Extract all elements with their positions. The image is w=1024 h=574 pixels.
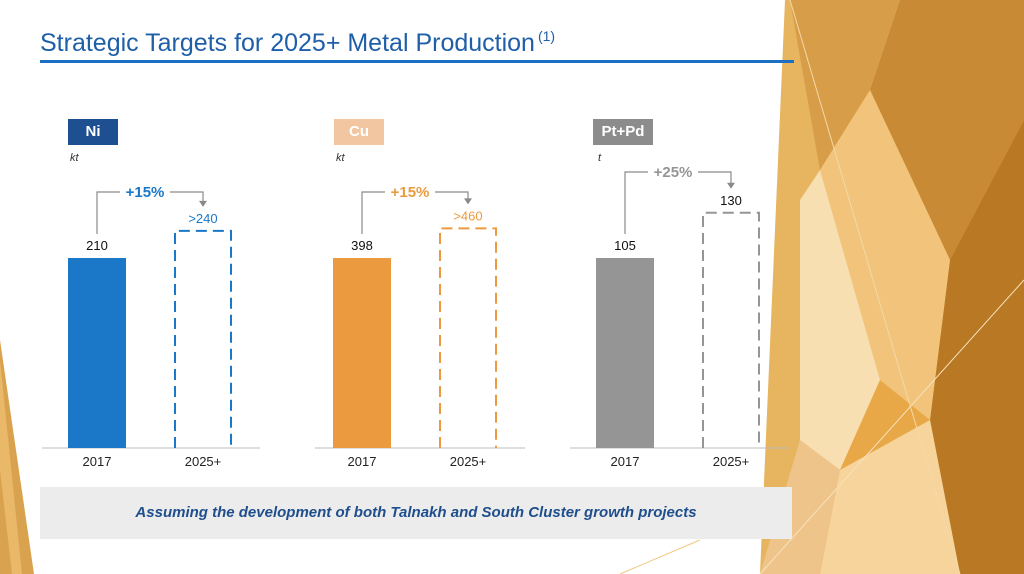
ni-value-label-2025: >240	[188, 211, 217, 226]
ni-bar-2025-target	[174, 229, 232, 448]
ni-badge: Ni	[68, 119, 118, 145]
cu-value-label-2017: 398	[351, 238, 373, 253]
cu-growth-connector-left	[361, 191, 385, 234]
cu-badge: Cu	[334, 119, 384, 145]
cu-unit: kt	[336, 152, 345, 164]
ptpd-value-label-2025: 130	[720, 193, 742, 208]
cu-bar-2025-target	[439, 227, 497, 448]
ptpd-badge: Pt+Pd	[593, 119, 653, 145]
ni-growth-connector-right	[170, 191, 204, 203]
footer-text: Assuming the development of both Talnakh…	[135, 504, 697, 521]
ni-value-label-2017: 210	[86, 238, 108, 253]
title-underline	[40, 60, 794, 63]
cu-growth-label: +15%	[391, 184, 430, 201]
page-title: Strategic Targets for 2025+ Metal Produc…	[40, 28, 555, 58]
ni-bar-2017	[68, 258, 126, 448]
ptpd-growth-label: +25%	[654, 164, 693, 181]
ptpd-growth-connector-left	[624, 171, 648, 234]
ptpd-category-2025: 2025+	[713, 454, 750, 469]
cu-growth-arrowhead	[464, 198, 472, 205]
ptpd-growth-arrowhead	[727, 182, 735, 189]
cu-category-2025: 2025+	[450, 454, 487, 469]
ptpd-bar-2025-target	[702, 211, 760, 448]
ptpd-value-label-2017: 105	[614, 238, 636, 253]
title-footnote: (1)	[537, 28, 556, 44]
ptpd-unit: t	[598, 152, 602, 164]
ni-category-2025: 2025+	[185, 454, 222, 469]
cu-growth-connector-right	[435, 191, 469, 201]
ptpd-bar-2017	[596, 258, 654, 448]
cu-category-2017: 2017	[348, 454, 377, 469]
cu-value-label-2025: >460	[453, 208, 482, 223]
title-text: Strategic Targets for 2025+ Metal Produc…	[40, 29, 535, 57]
charts-area: 210 >240 2017 2025+ +15% 398 >460 2017 2025+ +15%…	[42, 164, 790, 469]
ptpd-growth-connector-right	[698, 171, 732, 185]
cu-bar-2017	[333, 258, 391, 448]
ni-unit: kt	[70, 152, 79, 164]
ni-growth-arrowhead	[199, 200, 207, 207]
ni-category-2017: 2017	[83, 454, 112, 469]
footer-banner: Assuming the development of both Talnakh…	[40, 487, 792, 539]
ni-growth-label: +15%	[126, 184, 165, 201]
ni-growth-connector-left	[96, 191, 120, 234]
ptpd-category-2017: 2017	[611, 454, 640, 469]
